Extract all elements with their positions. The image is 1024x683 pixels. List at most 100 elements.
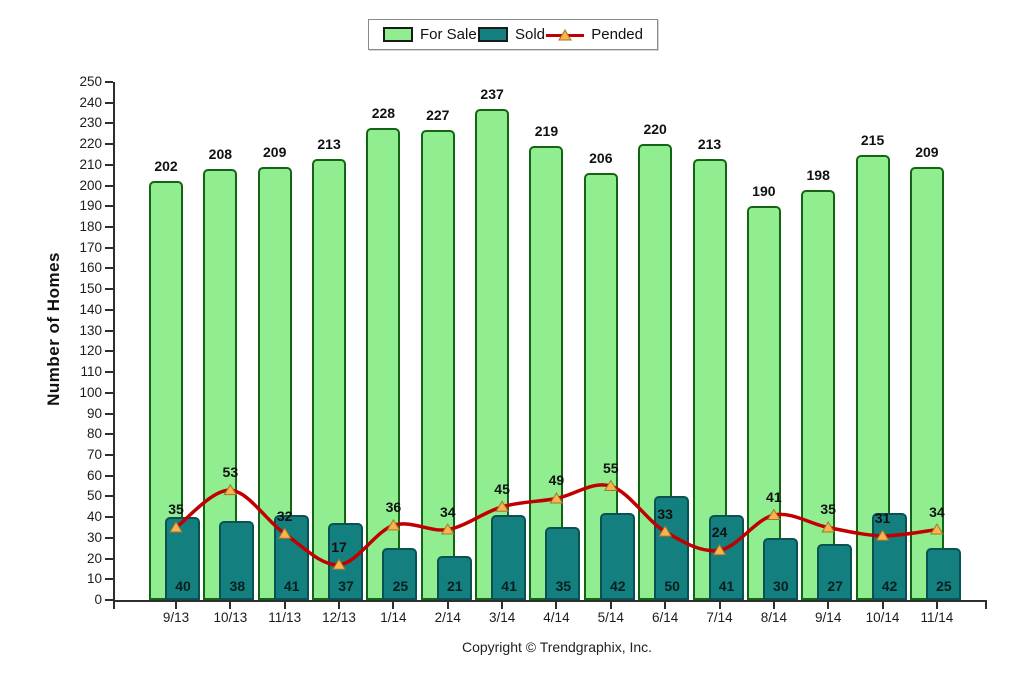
x-tick xyxy=(283,602,286,609)
y-tick xyxy=(105,163,113,166)
sold-value-label: 42 xyxy=(881,578,898,594)
y-tick xyxy=(105,412,113,415)
x-tick-label: 9/13 xyxy=(162,610,190,625)
legend-label-pended: Pended xyxy=(591,26,643,43)
x-tick-label: 7/14 xyxy=(706,610,733,625)
x-tick-label: 8/14 xyxy=(760,610,787,625)
for-sale-bar xyxy=(420,129,455,600)
y-tick xyxy=(105,143,113,146)
x-tick-label: 12/13 xyxy=(322,610,356,625)
y-tick xyxy=(105,371,113,374)
y-tick xyxy=(105,536,113,539)
for-sale-value-label: 213 xyxy=(317,135,341,152)
sold-value-label: 25 xyxy=(936,578,952,594)
y-tick xyxy=(105,474,113,477)
pended-value-label: 35 xyxy=(820,501,836,518)
y-tick-label: 200 xyxy=(79,177,102,193)
y-tick xyxy=(105,81,113,83)
for-sale-bar xyxy=(801,189,836,600)
x-tick-label: 1/14 xyxy=(380,610,407,625)
x-tick xyxy=(113,602,115,609)
pended-line-marker-icon xyxy=(546,28,585,42)
for-sale-value-label: 209 xyxy=(915,143,939,160)
sold-value-label: 41 xyxy=(501,578,517,594)
sold-value-label: 38 xyxy=(229,578,246,594)
x-tick xyxy=(175,602,177,609)
y-tick xyxy=(105,267,113,270)
legend-item-sold: Sold xyxy=(477,26,545,43)
copyright-text: Copyright © Trendgraphix, Inc. xyxy=(461,639,653,655)
x-tick-label: 11/13 xyxy=(268,610,302,625)
y-tick-label: 160 xyxy=(79,260,102,276)
sold-value-label: 42 xyxy=(610,578,626,594)
y-tick-label: 220 xyxy=(79,136,102,152)
x-tick-label: 2/14 xyxy=(434,610,461,625)
sold-swatch-icon xyxy=(477,27,508,42)
for-sale-value-label: 209 xyxy=(263,143,287,160)
y-tick-label: 190 xyxy=(79,198,102,214)
y-tick xyxy=(105,122,113,125)
for-sale-value-label: 206 xyxy=(589,150,613,167)
y-tick-label: 30 xyxy=(86,529,102,545)
sold-value-label: 50 xyxy=(664,578,680,594)
legend-item-for-sale: For Sale xyxy=(383,26,477,43)
x-tick-label: 11/14 xyxy=(920,610,954,625)
pended-value-label: 17 xyxy=(331,538,347,555)
x-tick xyxy=(392,602,395,609)
y-tick xyxy=(105,350,113,353)
legend-item-pended: Pended xyxy=(546,26,643,43)
pended-value-label: 41 xyxy=(766,489,782,506)
x-tick xyxy=(664,602,667,609)
x-tick xyxy=(446,602,449,609)
for-sale-value-label: 219 xyxy=(534,123,559,140)
y-tick-label: 70 xyxy=(86,446,102,462)
y-tick-label: 130 xyxy=(79,322,102,338)
y-tick-label: 40 xyxy=(86,509,102,525)
pended-value-label: 53 xyxy=(222,464,239,481)
y-tick xyxy=(105,578,113,581)
y-tick xyxy=(105,288,113,291)
for-sale-value-label: 227 xyxy=(426,106,450,123)
y-tick-label: 240 xyxy=(79,94,102,110)
y-tick-label: 60 xyxy=(86,467,102,483)
y-tick-label: 210 xyxy=(79,156,102,172)
sold-value-label: 30 xyxy=(773,578,789,594)
y-tick-label: 50 xyxy=(86,488,102,504)
y-tick xyxy=(105,246,113,249)
x-tick xyxy=(718,602,721,609)
y-tick xyxy=(105,599,113,601)
legend: For Sale Sold Pended xyxy=(368,19,658,50)
y-tick xyxy=(105,557,113,560)
for-sale-bar xyxy=(909,166,944,600)
pended-value-label: 31 xyxy=(874,509,891,526)
y-tick-label: 230 xyxy=(79,115,102,131)
x-tick xyxy=(881,602,884,609)
x-tick xyxy=(827,602,830,609)
y-tick-label: 100 xyxy=(79,384,102,400)
pended-value-label: 55 xyxy=(603,460,619,477)
sold-value-label: 27 xyxy=(827,578,843,594)
y-tick xyxy=(105,226,113,229)
for-sale-bar xyxy=(366,127,401,600)
sold-value-label: 41 xyxy=(718,578,735,594)
y-tick-label: 20 xyxy=(86,550,102,566)
y-tick-label: 80 xyxy=(86,426,102,442)
for-sale-value-label: 213 xyxy=(697,135,722,152)
pended-value-label: 32 xyxy=(276,507,293,524)
y-tick xyxy=(105,205,113,208)
x-tick xyxy=(772,602,775,609)
x-tick-label: 5/14 xyxy=(597,610,624,625)
x-tick-label: 4/14 xyxy=(543,610,570,625)
y-tick xyxy=(105,516,113,519)
for-sale-value-label: 208 xyxy=(208,146,233,163)
y-tick-label: 110 xyxy=(80,364,102,380)
y-tick xyxy=(105,495,113,498)
y-tick-label: 250 xyxy=(79,74,102,89)
y-tick xyxy=(105,329,113,332)
y-tick-label: 90 xyxy=(86,405,102,421)
y-tick xyxy=(105,184,113,187)
for-sale-value-label: 198 xyxy=(806,166,830,183)
pended-value-label: 35 xyxy=(168,501,184,518)
y-axis-line xyxy=(113,82,115,602)
